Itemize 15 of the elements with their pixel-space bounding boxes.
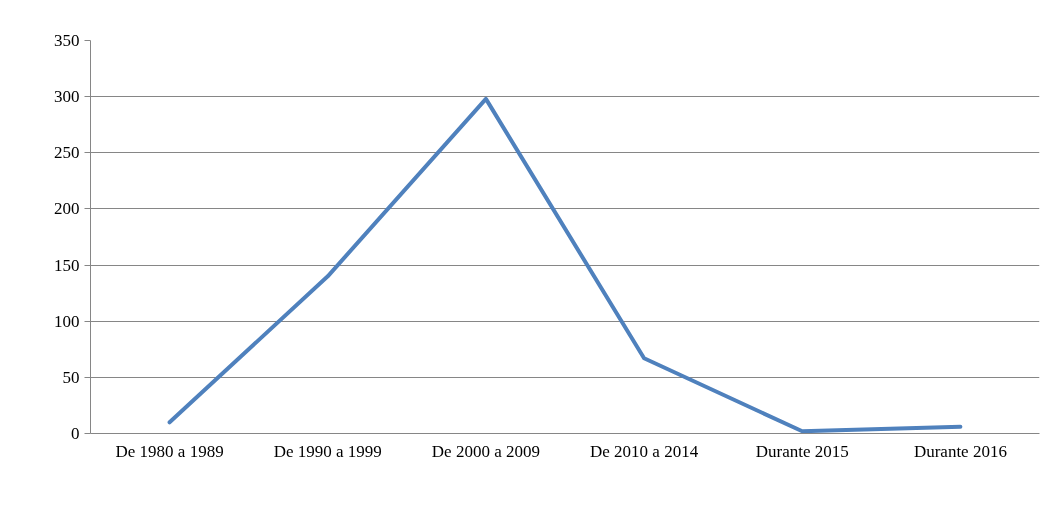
y-tick-label: 300 <box>54 87 80 107</box>
x-tick-label: De 1980 a 1989 <box>115 441 224 461</box>
y-tick-label: 0 <box>71 424 80 443</box>
x-tick-label: De 1990 a 1999 <box>273 441 382 461</box>
y-tick-label: 200 <box>54 199 80 219</box>
x-tick-label: De 2000 a 2009 <box>431 441 540 461</box>
y-tick-label: 150 <box>54 255 80 275</box>
y-tick-label: 250 <box>54 143 80 163</box>
y-tick-label: 100 <box>54 311 80 331</box>
y-tick-label: 350 <box>54 31 80 50</box>
line-series <box>167 96 963 434</box>
x-tick-label: Durante 2015 <box>755 441 849 461</box>
y-tick-label: 50 <box>62 367 80 387</box>
x-tick-label: Durante 2016 <box>913 441 1007 461</box>
x-tick-label: De 2010 a 2014 <box>590 441 699 461</box>
